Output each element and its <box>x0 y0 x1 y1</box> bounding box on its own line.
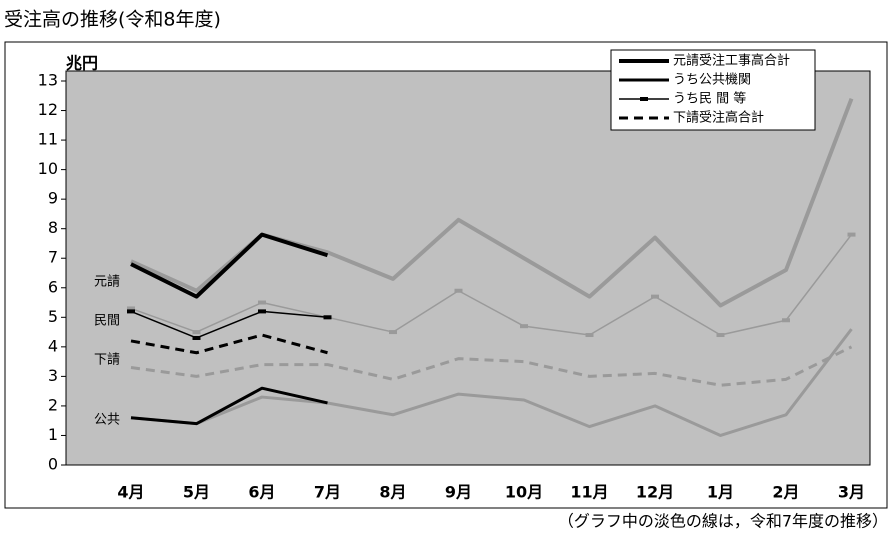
legend-label: 元請受注工事高合計 <box>673 53 790 69</box>
y-tick-label: 12 <box>38 100 58 119</box>
x-tick-label: 3月 <box>838 483 865 502</box>
marker <box>716 333 725 338</box>
chart-title: 受注高の推移(令和8年度) <box>4 9 221 31</box>
y-tick-label: 2 <box>48 395 58 414</box>
y-tick-label: 10 <box>38 159 58 178</box>
marker <box>323 315 332 320</box>
y-tick-label: 3 <box>48 366 58 385</box>
series-line <box>130 310 328 339</box>
series-line <box>130 333 328 355</box>
marker <box>192 335 201 340</box>
marker <box>258 309 266 314</box>
marker <box>192 330 201 335</box>
y-tick-label: 6 <box>48 277 58 296</box>
marker <box>127 306 135 311</box>
marker <box>389 330 397 335</box>
annotation: 公共 <box>94 413 120 428</box>
marker <box>782 318 790 323</box>
marker <box>127 309 135 314</box>
y-tick-label: 0 <box>48 455 58 474</box>
y-tick-label: 9 <box>48 189 58 208</box>
series-line <box>130 232 329 299</box>
marker <box>520 324 528 329</box>
series-line <box>130 345 853 387</box>
plot-area <box>65 70 871 466</box>
legend-label: うち公共機関 <box>673 73 751 88</box>
marker <box>454 288 463 293</box>
legend-marker <box>640 97 648 101</box>
marker <box>651 294 659 299</box>
legend-label: 下請受注高合計 <box>673 110 764 126</box>
annotation: 元請 <box>94 275 120 290</box>
x-tick-label: 5月 <box>183 483 210 502</box>
x-tick-label: 4月 <box>117 483 144 502</box>
x-tick-label: 12月 <box>636 483 674 502</box>
series-line <box>130 328 853 437</box>
x-tick-label: 11月 <box>570 483 608 502</box>
annotation: 下請 <box>94 353 120 368</box>
y-axis-label: 兆円 <box>66 54 98 73</box>
x-tick-label: 7月 <box>314 483 341 502</box>
note: （グラフ中の淡色の線は，令和7年度の推移） <box>558 512 888 531</box>
y-tick-label: 4 <box>48 336 58 355</box>
y-tick-label: 13 <box>38 71 58 90</box>
series-line <box>130 386 328 426</box>
x-tick-label: 10月 <box>505 483 543 502</box>
x-tick-label: 6月 <box>248 483 275 502</box>
marker <box>847 232 856 237</box>
legend-box <box>610 49 816 131</box>
y-tick-label: 11 <box>38 130 58 149</box>
y-tick-label: 8 <box>48 218 58 237</box>
x-tick-label: 9月 <box>445 483 472 502</box>
y-tick-label: 7 <box>48 248 58 267</box>
legend-label: うち民 間 等 <box>673 91 746 107</box>
marker <box>258 300 266 305</box>
x-tick-label: 8月 <box>379 483 406 502</box>
y-tick-label: 5 <box>48 307 58 326</box>
marker <box>585 333 594 338</box>
annotation: 民間 <box>94 314 120 329</box>
x-tick-label: 2月 <box>772 483 799 502</box>
y-tick-label: 1 <box>48 425 58 444</box>
x-tick-label: 1月 <box>707 483 734 502</box>
series-line <box>130 234 853 336</box>
